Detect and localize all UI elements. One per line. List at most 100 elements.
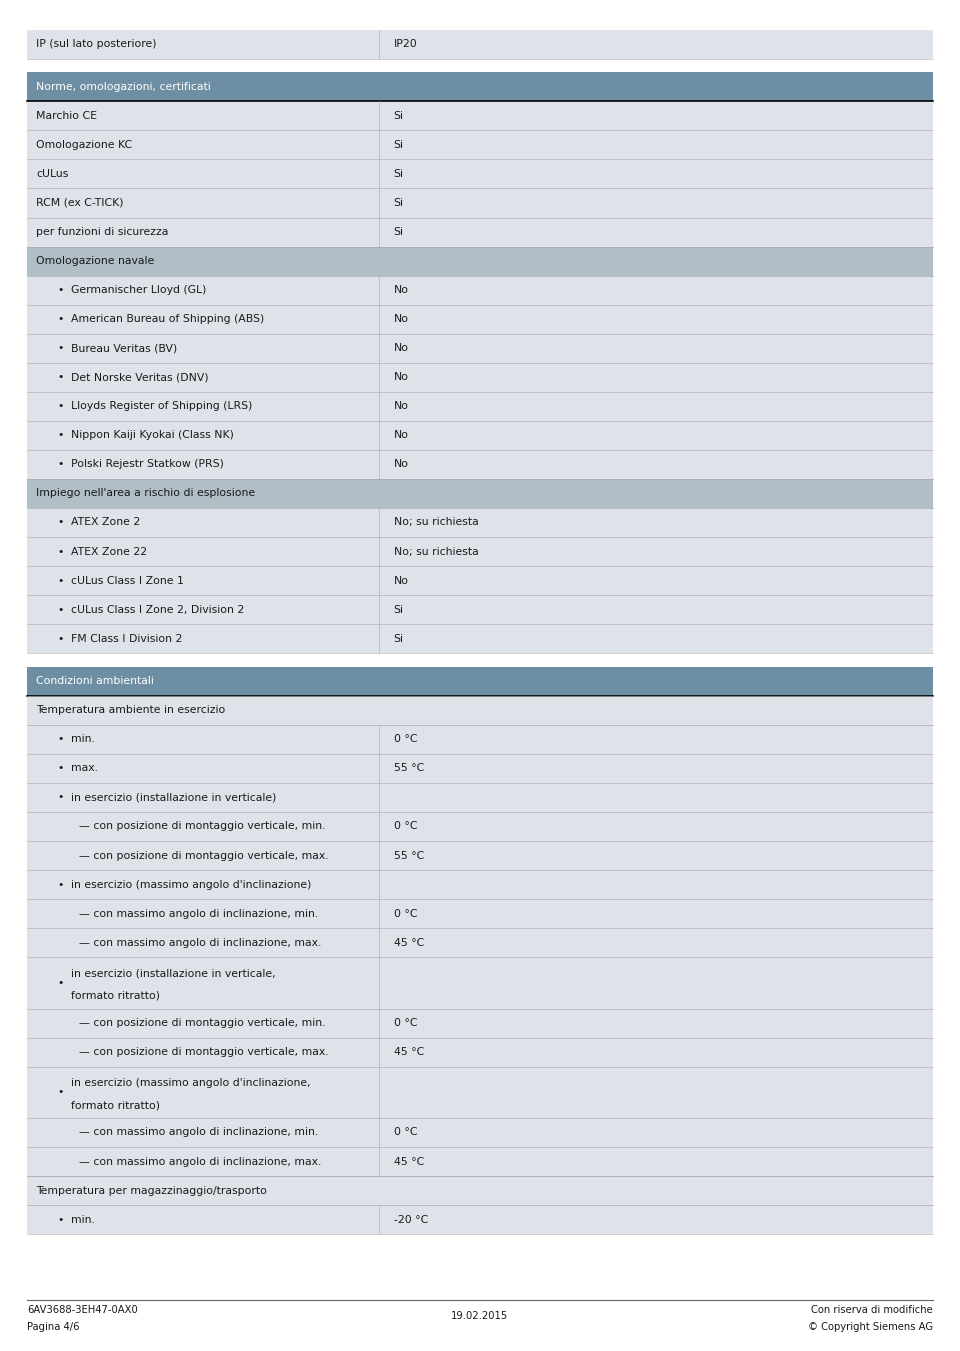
- Text: — con posizione di montaggio verticale, max.: — con posizione di montaggio verticale, …: [79, 851, 328, 861]
- Text: •: •: [58, 880, 64, 889]
- Text: formato ritratto): formato ritratto): [71, 1100, 160, 1111]
- Text: 45 °C: 45 °C: [394, 1156, 424, 1166]
- Text: ATEX Zone 22: ATEX Zone 22: [71, 547, 147, 557]
- Text: — con posizione di montaggio verticale, max.: — con posizione di montaggio verticale, …: [79, 1047, 328, 1056]
- Text: Con riserva di modifiche: Con riserva di modifiche: [811, 1305, 933, 1316]
- Text: 0 °C: 0 °C: [394, 821, 417, 831]
- Text: 19.02.2015: 19.02.2015: [451, 1310, 509, 1321]
- Text: •: •: [58, 517, 64, 527]
- Text: Omologazione navale: Omologazione navale: [36, 257, 155, 266]
- Bar: [27, 450, 933, 478]
- Bar: [27, 754, 933, 782]
- Text: •: •: [58, 373, 64, 382]
- Text: Marchio CE: Marchio CE: [36, 111, 98, 120]
- Text: •: •: [58, 735, 64, 744]
- Text: in esercizio (installazione in verticale): in esercizio (installazione in verticale…: [71, 793, 276, 802]
- Bar: [27, 1175, 933, 1205]
- Text: •: •: [58, 605, 64, 615]
- Bar: [27, 870, 933, 898]
- Text: Nippon Kaiji Kyokai (Class NK): Nippon Kaiji Kyokai (Class NK): [71, 431, 234, 440]
- Bar: [27, 812, 933, 840]
- Text: Si: Si: [394, 111, 403, 120]
- Text: Omologazione KC: Omologazione KC: [36, 141, 132, 150]
- Bar: [27, 362, 933, 392]
- Bar: [27, 594, 933, 624]
- Bar: [27, 218, 933, 246]
- Text: 0 °C: 0 °C: [394, 1019, 417, 1028]
- Bar: [27, 159, 933, 188]
- Text: Polski Rejestr Statkow (PRS): Polski Rejestr Statkow (PRS): [71, 459, 224, 469]
- Text: Si: Si: [394, 605, 403, 615]
- Text: 55 °C: 55 °C: [394, 851, 424, 861]
- Text: No: No: [394, 343, 409, 353]
- Text: 45 °C: 45 °C: [394, 1047, 424, 1056]
- Text: •: •: [58, 343, 64, 353]
- Text: 0 °C: 0 °C: [394, 909, 417, 919]
- Bar: [27, 666, 933, 696]
- Bar: [27, 566, 933, 594]
- Text: FM Class I Division 2: FM Class I Division 2: [71, 634, 182, 643]
- Bar: [27, 624, 933, 653]
- Bar: [27, 246, 933, 276]
- Text: Det Norske Veritas (DNV): Det Norske Veritas (DNV): [71, 373, 208, 382]
- Text: Germanischer Lloyd (GL): Germanischer Lloyd (GL): [71, 285, 206, 295]
- Bar: [27, 536, 933, 566]
- Bar: [27, 840, 933, 870]
- Text: © Copyright Siemens AG: © Copyright Siemens AG: [808, 1321, 933, 1332]
- Text: in esercizio (installazione in verticale,: in esercizio (installazione in verticale…: [71, 969, 276, 978]
- Text: max.: max.: [71, 763, 98, 773]
- Text: •: •: [58, 547, 64, 557]
- Text: No: No: [394, 373, 409, 382]
- Text: Si: Si: [394, 169, 403, 178]
- Text: cULus Class I Zone 2, Division 2: cULus Class I Zone 2, Division 2: [71, 605, 244, 615]
- Bar: [27, 1008, 933, 1038]
- Text: •: •: [58, 1088, 64, 1097]
- Text: •: •: [58, 793, 64, 802]
- Text: — con massimo angolo di inclinazione, min.: — con massimo angolo di inclinazione, mi…: [79, 909, 318, 919]
- Text: Si: Si: [394, 227, 403, 236]
- Bar: [27, 30, 933, 58]
- Bar: [27, 101, 933, 131]
- Text: — con posizione di montaggio verticale, min.: — con posizione di montaggio verticale, …: [79, 821, 325, 831]
- Bar: [27, 304, 933, 334]
- Bar: [27, 334, 933, 362]
- Text: •: •: [58, 763, 64, 773]
- Bar: [27, 898, 933, 928]
- Bar: [27, 928, 933, 957]
- Text: RCM (ex C-TICK): RCM (ex C-TICK): [36, 199, 124, 208]
- Text: Bureau Veritas (BV): Bureau Veritas (BV): [71, 343, 178, 353]
- Text: Si: Si: [394, 634, 403, 643]
- Text: •: •: [58, 431, 64, 440]
- Bar: [27, 1066, 933, 1117]
- Text: — con posizione di montaggio verticale, min.: — con posizione di montaggio verticale, …: [79, 1019, 325, 1028]
- Bar: [27, 1147, 933, 1175]
- Text: formato ritratto): formato ritratto): [71, 990, 160, 1001]
- Text: No: No: [394, 459, 409, 469]
- Bar: [27, 478, 933, 508]
- Text: •: •: [58, 576, 64, 585]
- Text: Si: Si: [394, 141, 403, 150]
- Bar: [27, 1205, 933, 1233]
- Text: 55 °C: 55 °C: [394, 763, 424, 773]
- Text: •: •: [58, 459, 64, 469]
- Text: No: No: [394, 315, 409, 324]
- Text: •: •: [58, 1215, 64, 1224]
- Text: per funzioni di sicurezza: per funzioni di sicurezza: [36, 227, 169, 236]
- Text: min.: min.: [71, 735, 95, 744]
- Text: 0 °C: 0 °C: [394, 1128, 417, 1138]
- Text: Impiego nell'area a rischio di esplosione: Impiego nell'area a rischio di esplosion…: [36, 489, 255, 499]
- Text: — con massimo angolo di inclinazione, max.: — con massimo angolo di inclinazione, ma…: [79, 1156, 321, 1166]
- Text: No; su richiesta: No; su richiesta: [394, 547, 478, 557]
- Text: in esercizio (massimo angolo d'inclinazione,: in esercizio (massimo angolo d'inclinazi…: [71, 1078, 311, 1088]
- Text: No: No: [394, 401, 409, 411]
- Bar: [27, 73, 933, 101]
- Text: -20 °C: -20 °C: [394, 1215, 428, 1224]
- Text: IP (sul lato posteriore): IP (sul lato posteriore): [36, 39, 157, 49]
- Text: Condizioni ambientali: Condizioni ambientali: [36, 677, 155, 686]
- Text: No: No: [394, 285, 409, 295]
- Text: No: No: [394, 576, 409, 585]
- Bar: [27, 957, 933, 1008]
- Bar: [27, 1038, 933, 1066]
- Bar: [27, 782, 933, 812]
- Text: Pagina 4/6: Pagina 4/6: [27, 1321, 80, 1332]
